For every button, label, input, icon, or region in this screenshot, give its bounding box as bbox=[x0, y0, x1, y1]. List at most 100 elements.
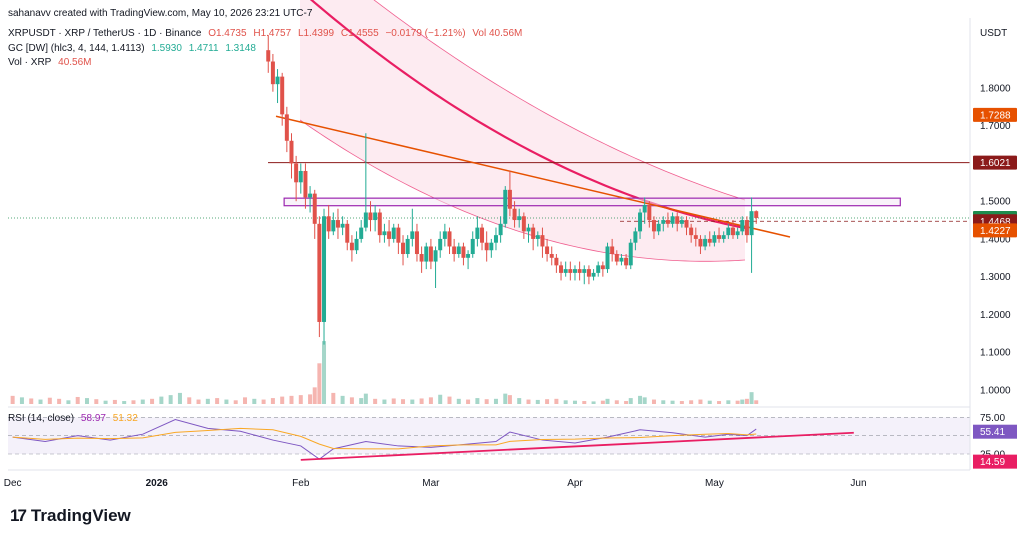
candle-body bbox=[582, 269, 587, 273]
candle-body bbox=[507, 189, 512, 209]
rsi-ma-value: 51.32 bbox=[112, 413, 138, 424]
candle-body bbox=[624, 257, 629, 266]
price-label-text: 1.4468 bbox=[980, 217, 1011, 228]
candle-body bbox=[693, 235, 698, 239]
candle-body bbox=[675, 216, 680, 224]
volume-bar bbox=[233, 400, 238, 404]
time-tick-label: Apr bbox=[567, 478, 583, 489]
volume-bar bbox=[466, 399, 471, 404]
volume-bar bbox=[47, 397, 52, 404]
volume-bar bbox=[638, 395, 643, 404]
gc-line: GC [DW] (hlc3, 4, 144, 1.4113) 1.5930 1.… bbox=[8, 43, 260, 54]
candle-body bbox=[326, 216, 331, 232]
volume-bar bbox=[456, 398, 461, 404]
candle-body bbox=[596, 265, 601, 273]
volume-bar bbox=[322, 341, 327, 404]
price-label-box bbox=[973, 223, 1017, 238]
candle-body bbox=[289, 140, 294, 164]
volume-bar bbox=[349, 397, 354, 404]
candle-body bbox=[410, 231, 415, 239]
price-label-box bbox=[973, 155, 1017, 170]
price-tick-label: 1.4000 bbox=[980, 234, 1011, 245]
volume-bar bbox=[19, 397, 24, 404]
candle-body bbox=[717, 235, 722, 239]
time-tick-label: Mar bbox=[422, 478, 440, 489]
candle-body bbox=[517, 216, 522, 221]
volume-bar bbox=[261, 399, 266, 404]
candle-body bbox=[633, 231, 638, 243]
candle-body bbox=[312, 193, 317, 224]
candle-body bbox=[484, 242, 489, 251]
volume-bar bbox=[122, 401, 127, 404]
time-tick-label: Jun bbox=[850, 478, 866, 489]
candle-body bbox=[526, 227, 531, 232]
volume-bar bbox=[66, 400, 71, 404]
rsi-band bbox=[8, 417, 970, 454]
volume-bar bbox=[419, 398, 424, 404]
volume-bar bbox=[280, 396, 285, 404]
candle-body bbox=[540, 235, 545, 247]
volume-bar bbox=[475, 398, 480, 404]
volume-bar bbox=[177, 392, 182, 404]
candle-body bbox=[665, 220, 670, 224]
candle-body bbox=[572, 269, 577, 273]
candle-body bbox=[503, 189, 508, 224]
candle-body bbox=[317, 223, 322, 322]
volume-bar bbox=[605, 398, 610, 404]
gc-value-lower: 1.3148 bbox=[225, 43, 256, 54]
symbol-text[interactable]: XRPUSDT · XRP / TetherUS · 1D · Binance bbox=[8, 28, 202, 39]
candle-body bbox=[447, 231, 452, 247]
candle-body bbox=[563, 269, 568, 273]
candle-body bbox=[414, 231, 419, 255]
trendline bbox=[275, 115, 791, 238]
high-value: H1.4757 bbox=[253, 28, 292, 39]
volume-bar bbox=[628, 398, 633, 404]
volume-bar bbox=[331, 392, 336, 404]
candle-body bbox=[298, 170, 303, 183]
volume-bar bbox=[391, 398, 396, 404]
volume-bar bbox=[205, 398, 210, 404]
volume-bar bbox=[243, 397, 248, 404]
volume-bar bbox=[582, 401, 587, 404]
volume-bar bbox=[526, 399, 531, 404]
price-tick-label: 1.8000 bbox=[980, 83, 1011, 94]
volume-bar bbox=[698, 399, 703, 404]
volume-bar bbox=[726, 400, 731, 404]
descending-trendline bbox=[275, 115, 791, 238]
candle-body bbox=[266, 50, 271, 62]
volume-bar bbox=[140, 399, 145, 404]
candle-body bbox=[275, 76, 280, 85]
volume-bar bbox=[150, 398, 155, 404]
candle-body bbox=[549, 254, 554, 258]
volume-bar bbox=[545, 399, 550, 404]
volume-bar bbox=[661, 400, 666, 404]
time-tick-label: May bbox=[705, 478, 724, 489]
credit-line: sahanavv created with TradingView.com, M… bbox=[8, 8, 316, 19]
candle-body bbox=[475, 227, 480, 239]
volume-bar bbox=[57, 398, 62, 404]
candle-body bbox=[438, 238, 443, 251]
price-tick-label: 1.2000 bbox=[980, 310, 1011, 321]
vol-name[interactable]: Vol · XRP bbox=[8, 57, 52, 68]
symbol-line: XRPUSDT · XRP / TetherUS · 1D · Binance … bbox=[8, 28, 526, 39]
volume-bar bbox=[252, 398, 257, 404]
volume-bar bbox=[94, 399, 99, 404]
candle-body bbox=[689, 227, 694, 236]
volume-bar bbox=[735, 400, 740, 404]
channel-lower-line bbox=[299, 119, 746, 262]
candle-body bbox=[521, 216, 526, 232]
volume-bar bbox=[410, 399, 415, 404]
candle-body bbox=[586, 269, 591, 277]
price-label-text: 1.4227 bbox=[980, 226, 1011, 237]
candle-body bbox=[559, 265, 564, 273]
candle-body bbox=[684, 220, 689, 228]
gc-text[interactable]: GC [DW] (hlc3, 4, 144, 1.4113) bbox=[8, 43, 145, 54]
tradingview-logo[interactable]: 17 TradingView bbox=[10, 506, 131, 526]
gc-value-mid: 1.4711 bbox=[188, 43, 219, 54]
volume-bar bbox=[38, 399, 43, 404]
candle-body bbox=[730, 227, 735, 236]
rsi-name[interactable]: RSI (14, close) bbox=[8, 413, 75, 424]
candle-body bbox=[359, 227, 364, 239]
volume-bar bbox=[679, 401, 684, 404]
